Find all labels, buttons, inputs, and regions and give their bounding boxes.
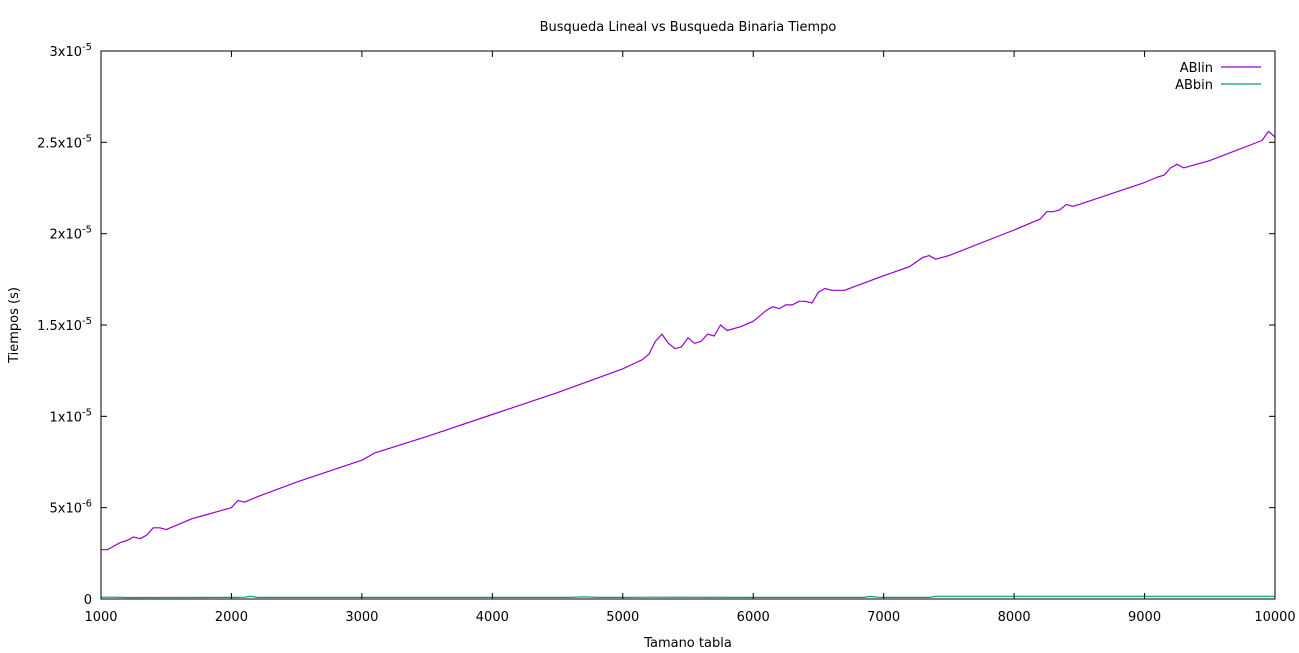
- x-tick-label: 9000: [1128, 610, 1161, 625]
- y-tick-label-exponent: -5: [82, 316, 92, 327]
- y-tick-label-exponent: -5: [82, 133, 92, 144]
- y-tick-label-exponent: -5: [82, 407, 92, 418]
- x-tick-label: 5000: [606, 610, 639, 625]
- x-tick-label: 2000: [215, 610, 248, 625]
- y-tick-label: 3x10-5: [50, 42, 93, 60]
- x-tick-label: 4000: [476, 610, 509, 625]
- y-tick-label-base: 5x10: [50, 502, 83, 517]
- y-tick-label: 2.5x10-5: [37, 133, 92, 151]
- series-line-ablin: [101, 130, 1276, 551]
- x-tick-label: 1000: [84, 610, 117, 625]
- y-tick-label-base: 1x10: [50, 410, 83, 425]
- x-tick-label: 10000: [1254, 610, 1295, 625]
- y-tick-label-exponent: -6: [82, 499, 92, 510]
- y-axis-label: Tiempos (s): [7, 287, 22, 364]
- y-tick-label-base: 2x10: [50, 228, 83, 243]
- x-tick-label: 7000: [867, 610, 900, 625]
- y-tick-label: 1x10-5: [50, 407, 93, 425]
- legend-label-abbin: ABbin: [1175, 78, 1213, 93]
- y-tick-label: 5x10-6: [50, 499, 93, 517]
- y-tick-label: 1.5x10-5: [37, 316, 92, 334]
- y-tick-label: 2x10-5: [50, 225, 93, 243]
- y-tick-label-base: 3x10: [50, 45, 83, 60]
- x-tick-label: 3000: [345, 610, 378, 625]
- x-tick-label: 6000: [737, 610, 770, 625]
- legend: ABlin ABbin: [1175, 61, 1261, 93]
- x-axis-label: Tamano tabla: [643, 636, 732, 651]
- y-tick-label: 0: [84, 593, 92, 608]
- x-tick-label: 8000: [998, 610, 1031, 625]
- y-tick-label-base: 0: [84, 593, 92, 608]
- y-tick-label-base: 1.5x10: [37, 319, 82, 334]
- y-tick-label-exponent: -5: [82, 225, 92, 236]
- y-tick-label-exponent: -5: [82, 42, 92, 53]
- legend-label-ablin: ABlin: [1180, 61, 1213, 76]
- tick-layer: 1000 2000 3000 4000 5000 6000 7000 8000 9000 1000…: [37, 42, 1296, 625]
- chart-title: Busqueda Lineal vs Busqueda Binaria Tiem…: [540, 20, 837, 35]
- y-tick-label-base: 2.5x10: [37, 136, 82, 151]
- plot-frame: [100, 50, 1276, 600]
